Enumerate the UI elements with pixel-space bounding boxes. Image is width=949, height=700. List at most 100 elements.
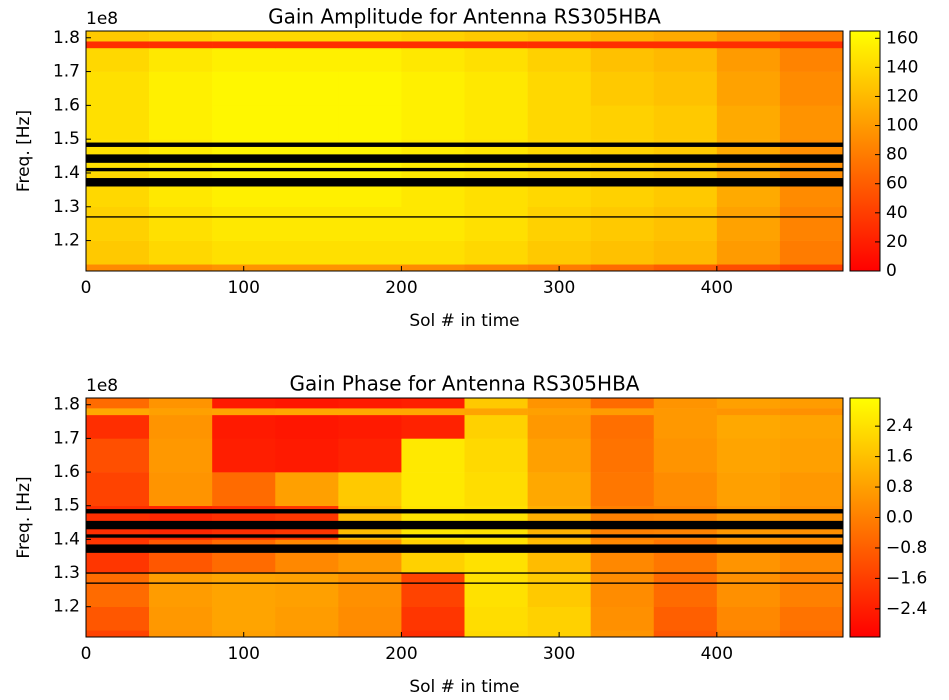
heatmap-cell — [716, 630, 781, 638]
heatmap-cell — [149, 472, 213, 507]
heatmap-cell — [275, 630, 339, 638]
heatmap-cell — [275, 31, 339, 42]
heatmap-cell — [716, 240, 781, 265]
heatmap-cell — [275, 41, 339, 49]
heatmap-cell — [464, 105, 528, 140]
y-tick-label: 1.7 — [53, 62, 80, 82]
y-tick-label: 1.3 — [53, 197, 80, 217]
heatmap-cell — [212, 573, 276, 608]
heatmap-cell — [401, 47, 465, 72]
heatmap-cell — [716, 573, 781, 608]
heatmap-cell — [779, 408, 844, 416]
heatmap-cell — [86, 606, 150, 631]
heatmap-cell — [464, 31, 528, 42]
heatmap-cell — [275, 472, 339, 507]
heatmap-cell — [149, 41, 213, 49]
heatmap-cell — [464, 240, 528, 265]
colorbar-tick-label: 100 — [886, 116, 918, 136]
y-tick-label: 1.5 — [53, 129, 80, 149]
chart-title: Gain Phase for Antenna RS305HBA — [290, 372, 640, 396]
y-tick-label: 1.4 — [53, 163, 80, 183]
x-tick-label: 300 — [543, 644, 575, 664]
colorbar-tick-label: −0.8 — [886, 538, 927, 558]
flagged-band — [86, 582, 843, 584]
heatmap-cell — [527, 71, 591, 106]
heatmap-cell — [716, 105, 781, 140]
y-tick-label: 1.2 — [53, 231, 80, 251]
heatmap-cell — [338, 408, 402, 416]
heatmap-cell — [401, 472, 465, 507]
heatmap-cell — [212, 47, 276, 72]
heatmap-cell — [149, 398, 213, 409]
heatmap-cell — [149, 408, 213, 416]
heatmap-cell — [590, 408, 655, 416]
heatmap-cell — [527, 398, 591, 409]
heatmap-cell — [212, 105, 276, 140]
heatmap-cell — [212, 240, 276, 265]
heatmap-cell — [401, 438, 465, 473]
heatmap-cell — [275, 105, 339, 140]
heatmap-cell — [149, 264, 213, 272]
heatmap-cell — [86, 240, 150, 265]
heatmap-cell — [779, 41, 844, 49]
heatmap-cell — [212, 408, 276, 416]
heatmap-cell — [149, 47, 213, 72]
x-tick-label: 100 — [227, 278, 259, 298]
heatmap-cell — [527, 573, 591, 608]
heatmap-cell — [401, 41, 465, 49]
y-tick-label: 1.7 — [53, 428, 80, 448]
x-tick-label: 100 — [227, 644, 259, 664]
y-tick-label: 1.8 — [53, 395, 80, 415]
heatmap-cell — [338, 41, 402, 49]
heatmap-cell — [590, 438, 655, 473]
heatmap-cell — [653, 414, 718, 439]
heatmap-cell — [149, 105, 213, 140]
heatmap-cell — [716, 408, 781, 416]
heatmap-cell — [527, 414, 591, 439]
heatmap-cell — [338, 398, 402, 409]
heatmap-cell — [527, 47, 591, 72]
heatmap-cell — [779, 414, 844, 439]
heatmap-cell — [590, 414, 655, 439]
flagged-band — [86, 520, 843, 530]
heatmap-cell — [590, 105, 655, 140]
x-tick-label: 200 — [385, 644, 417, 664]
heatmap-cell — [149, 206, 213, 241]
y-tick-label: 1.6 — [53, 462, 80, 482]
x-tick-label: 0 — [81, 644, 92, 664]
heatmap-cell — [86, 206, 150, 241]
heatmap-cell — [275, 71, 339, 106]
heatmap-cell — [401, 408, 465, 416]
heatmap-cell — [149, 573, 213, 608]
heatmap-cell — [338, 438, 402, 473]
heatmap-cell — [653, 206, 718, 241]
heatmap-cell — [779, 47, 844, 72]
colorbar-tick-label: 80 — [886, 145, 908, 165]
heatmap-cell — [149, 31, 213, 42]
colorbar-tick-label: 2.4 — [886, 416, 913, 436]
heatmap-cell — [149, 438, 213, 473]
heatmap-cell — [653, 398, 718, 409]
heatmap-cell — [779, 438, 844, 473]
heatmap-cell — [275, 47, 339, 72]
heatmap-cell — [590, 206, 655, 241]
colorbar-tick-label: 0 — [886, 261, 897, 281]
heatmap-cell — [590, 71, 655, 106]
heatmap-cell — [464, 630, 528, 638]
y-tick-label: 1.3 — [53, 563, 80, 583]
chart: Gain Amplitude for Antenna RS305HBA 1e8 So… — [14, 5, 918, 332]
y-tick-label: 1.2 — [53, 597, 80, 617]
heatmap-cell — [464, 472, 528, 507]
flagged-band — [86, 142, 843, 147]
heatmap-cell — [338, 47, 402, 72]
heatmap-cell — [779, 71, 844, 106]
heatmap-cell — [338, 71, 402, 106]
heatmap-cell — [779, 31, 844, 42]
heatmap-cell — [275, 606, 339, 631]
heatmap-cell — [86, 630, 150, 638]
heatmap-cell — [527, 408, 591, 416]
heatmap-cell — [653, 630, 718, 638]
heatmap-cell — [275, 398, 339, 409]
colorbar-tick-label: 0.8 — [886, 477, 913, 497]
colorbar-tick-label: 0.0 — [886, 508, 913, 528]
